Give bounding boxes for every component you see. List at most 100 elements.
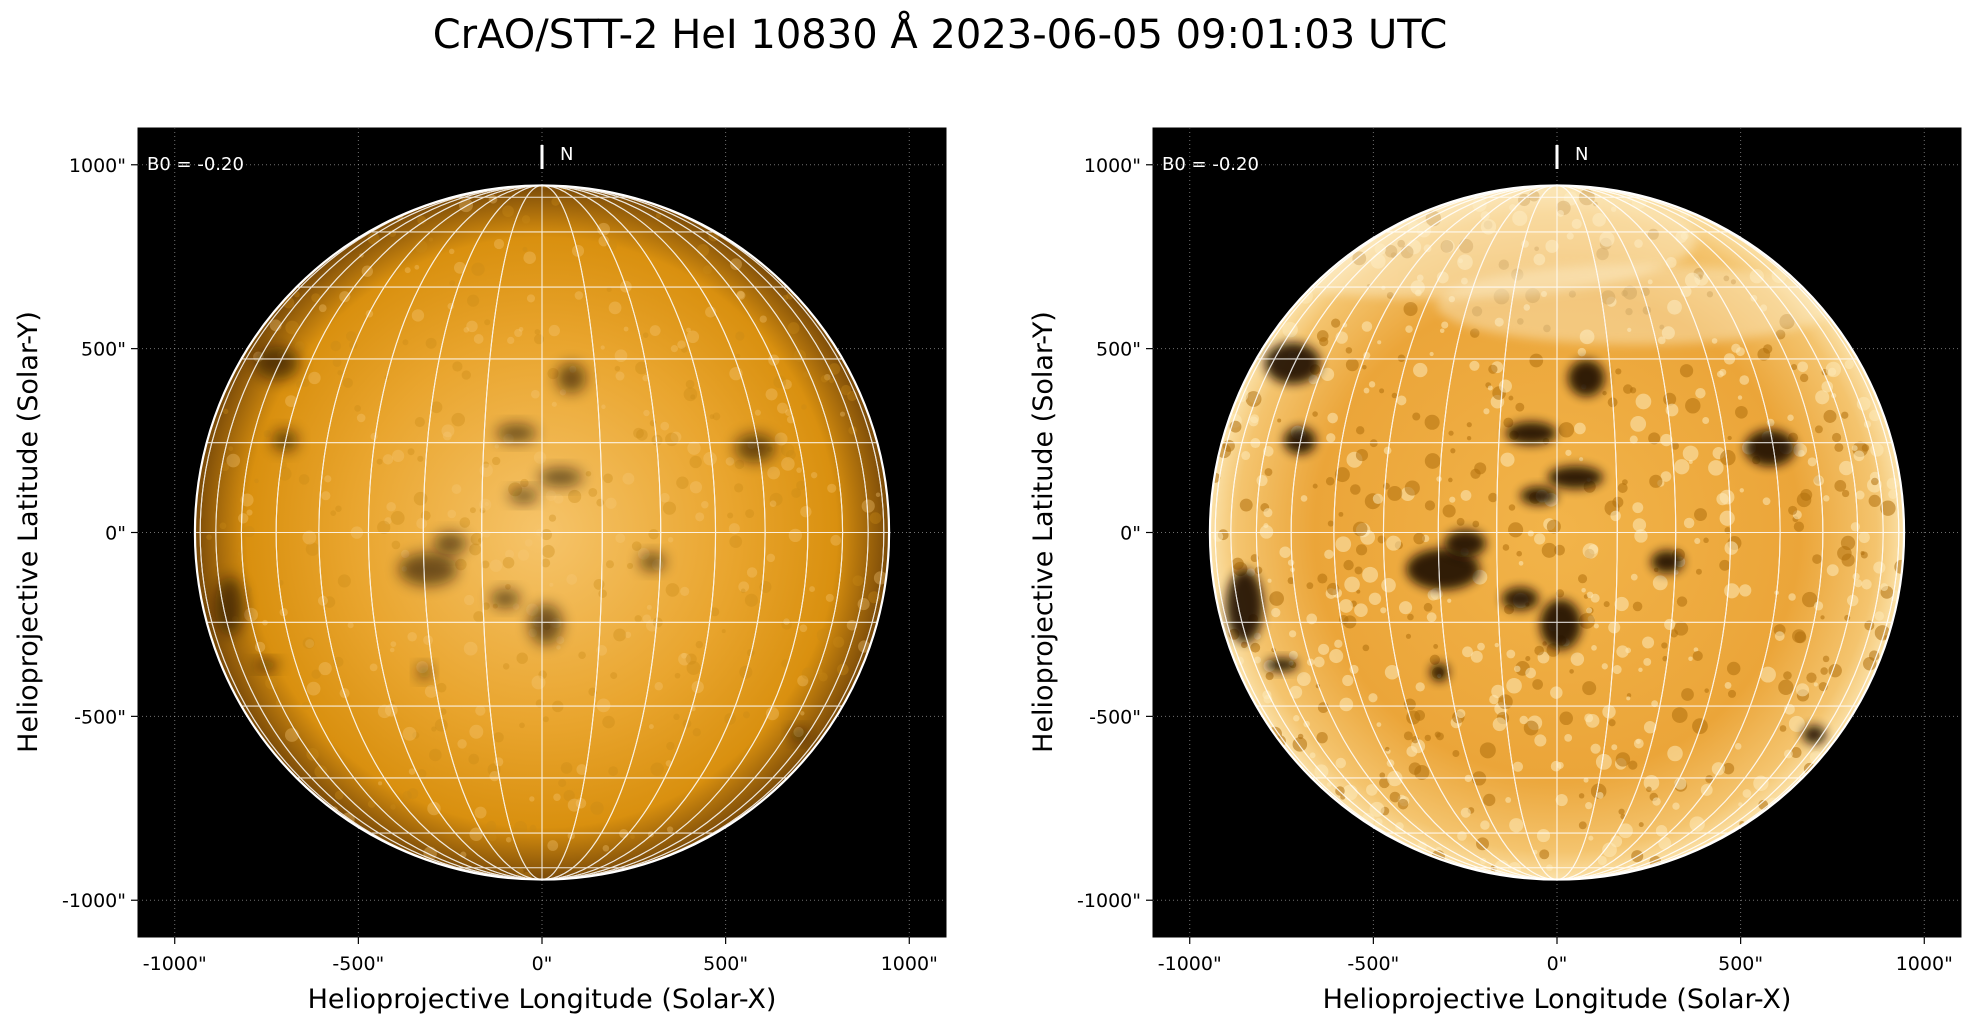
mottle [578,651,586,660]
mottle [1269,591,1284,606]
mottle [318,304,327,313]
mottle [534,329,541,335]
mottle [1574,422,1586,435]
mottle [367,232,380,245]
dark-feature [639,552,666,572]
mottle [451,412,466,427]
dark-feature [1547,465,1603,489]
mottle [1825,361,1842,378]
mottle [1377,340,1382,345]
mottle [1317,573,1328,584]
mottle [481,560,490,569]
mottle [548,324,560,337]
mottle [1441,321,1449,329]
mottle [1262,690,1272,700]
mottle [540,528,552,541]
mottle [412,731,420,739]
mottle [431,726,437,732]
mottle [721,629,726,634]
mottle [378,781,383,786]
mottle [1683,517,1695,529]
mottle [1479,742,1496,759]
mottle [1727,689,1737,698]
mottle [547,840,559,851]
mottle [505,583,511,590]
mottle [463,594,475,606]
mottle [482,602,490,610]
mottle [1318,643,1330,655]
mottle [1801,591,1818,608]
mottle [1582,681,1597,696]
mottle [659,492,670,503]
mottle [1383,446,1392,455]
mottle [425,337,437,349]
mottle [285,395,297,407]
mottle [1763,344,1773,354]
mottle [1403,301,1418,317]
mottle [602,844,610,852]
mottle [1813,475,1825,487]
mottle [556,636,565,645]
mottle [1735,405,1748,419]
mottle [1469,360,1480,371]
mottle [710,607,720,617]
mottle [1588,835,1594,841]
mottle [1596,792,1604,799]
mottle [1790,747,1802,758]
dark-feature [1506,421,1557,445]
mottle [1254,656,1261,664]
mottle [1363,351,1371,359]
mottle [571,244,585,257]
x-tick-label: 0" [1547,953,1568,975]
mottle [598,235,610,247]
mottle [1692,718,1708,735]
mottle [1608,719,1616,727]
mottle [738,581,750,593]
mottle [833,636,845,648]
mottle [237,551,242,556]
mottle [298,474,310,485]
y-tick-label: -1000" [1077,890,1141,912]
mottle [318,661,332,676]
mottle [238,513,249,524]
mottle [334,790,344,800]
mottle [686,330,700,344]
mottle [1643,658,1652,666]
y-tick-label: 500" [1096,339,1141,361]
mottle [734,459,745,470]
mottle [606,287,612,292]
mottle [754,409,761,416]
dark-feature [1430,663,1449,682]
mottle [473,611,485,623]
mottle [1379,772,1386,779]
mottle [1762,497,1771,506]
mottle [1555,589,1565,598]
mottle [1719,559,1731,571]
mottle [1880,583,1889,591]
dark-feature [398,552,458,586]
mottle [1356,589,1361,594]
dark-feature [433,532,467,555]
dark-feature [253,659,280,671]
mottle [744,593,758,607]
longitude-line [367,185,717,880]
mottle [608,766,619,776]
mottle [765,707,780,721]
mottle [1826,564,1839,577]
mottle [402,726,417,741]
mottle [1663,392,1677,406]
dark-feature [734,433,776,463]
mottle [219,522,227,530]
mottle [377,520,391,535]
mottle [414,417,425,428]
solar-limb [193,184,891,881]
mottle [407,788,419,800]
mottle [727,512,734,519]
x-tick-label: 0" [532,953,553,975]
mottle [588,687,597,697]
mottle [516,868,524,876]
mottle [1711,762,1726,776]
dark-feature [215,576,245,636]
